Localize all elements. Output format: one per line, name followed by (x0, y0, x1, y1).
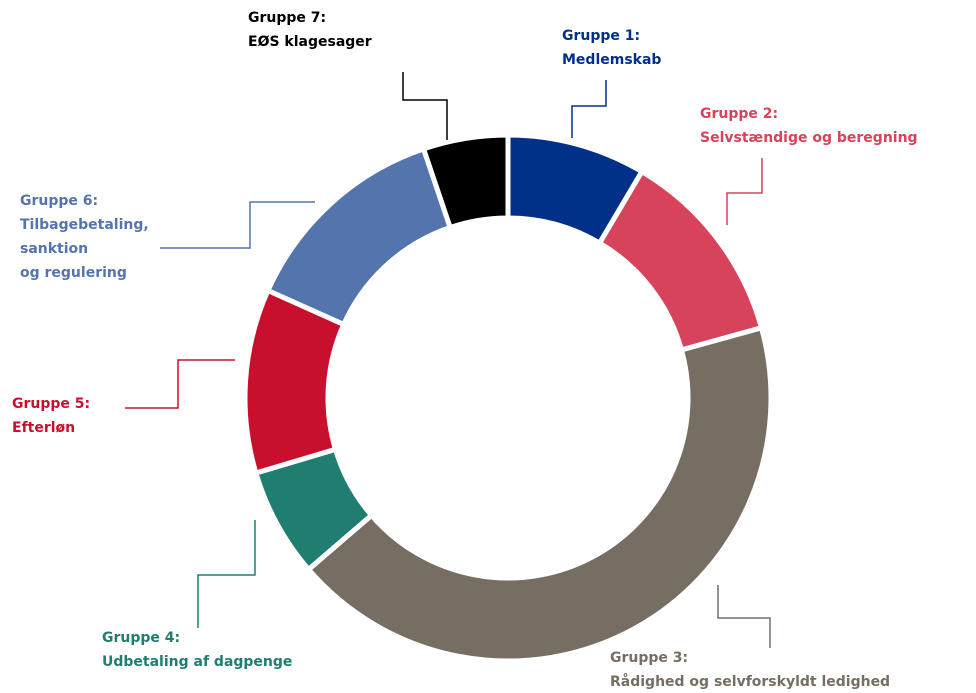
segment-label: Gruppe 4: (102, 630, 180, 646)
segment-label: Gruppe 2: (700, 106, 778, 122)
leader-line (197, 520, 256, 628)
segment-label: Gruppe 6: (20, 193, 98, 209)
segment-label: sanktion (20, 241, 88, 257)
donut-segment (596, 168, 765, 354)
leader-line (160, 201, 315, 249)
donut-segment (420, 132, 511, 231)
segment-label: og regulering (20, 265, 127, 281)
segment-label: Efterløn (12, 420, 75, 436)
leader-line (571, 80, 607, 138)
leader-line (402, 72, 448, 140)
donut-segment (305, 324, 774, 664)
segment-label: Tilbagebetaling, (20, 217, 149, 233)
segment-label: Udbetaling af dagpenge (102, 654, 292, 670)
segment-label: Selvstændige og beregning (700, 130, 918, 146)
leader-line (726, 158, 763, 225)
leader-line (125, 359, 235, 409)
segment-label: Gruppe 5: (12, 396, 90, 412)
segment-label: Gruppe 1: (562, 28, 640, 44)
segment-label: EØS klagesager (248, 34, 372, 50)
segment-label: Rådighed og selvforskyldt ledighed (610, 673, 890, 690)
segment-label: Medlemskab (562, 52, 661, 68)
segment-label: Gruppe 3: (610, 650, 688, 666)
leader-line (717, 585, 771, 648)
donut-segment (264, 145, 454, 328)
segment-label: Gruppe 7: (248, 10, 326, 26)
